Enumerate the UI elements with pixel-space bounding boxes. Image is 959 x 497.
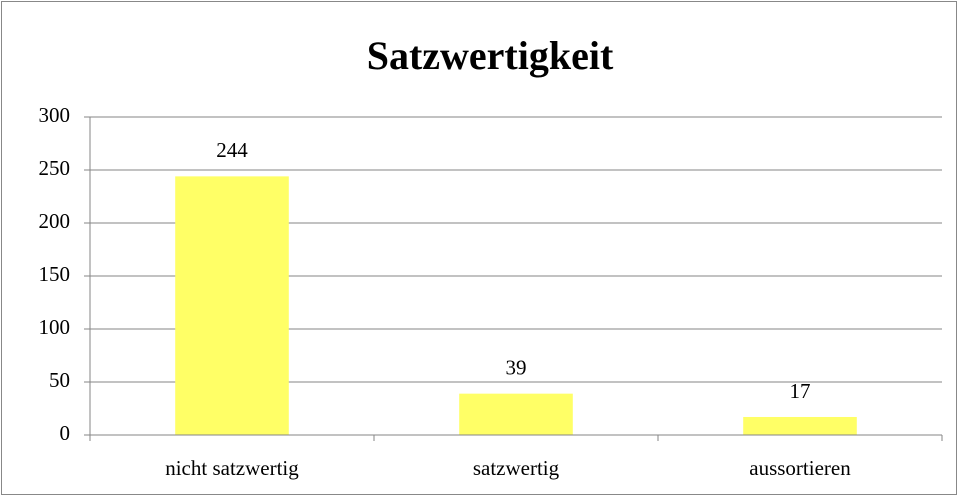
- data-label: 17: [790, 379, 811, 403]
- bar: [459, 393, 573, 435]
- bar: [175, 176, 289, 436]
- y-tick-label: 0: [60, 421, 71, 445]
- y-tick-label: 250: [39, 156, 71, 180]
- y-tick-label: 50: [49, 368, 70, 392]
- y-tick-label: 150: [39, 262, 71, 286]
- y-tick-label: 100: [39, 315, 71, 339]
- data-label: 244: [216, 138, 248, 162]
- y-tick-label: 300: [39, 103, 71, 127]
- x-tick-label: satzwertig: [473, 456, 560, 480]
- data-label: 39: [506, 355, 527, 379]
- x-tick-label: nicht satzwertig: [165, 456, 299, 480]
- bar: [743, 416, 857, 435]
- y-tick-label: 200: [39, 209, 71, 233]
- x-tick-label: aussortieren: [749, 456, 851, 480]
- chart-title: Satzwertigkeit: [367, 33, 614, 78]
